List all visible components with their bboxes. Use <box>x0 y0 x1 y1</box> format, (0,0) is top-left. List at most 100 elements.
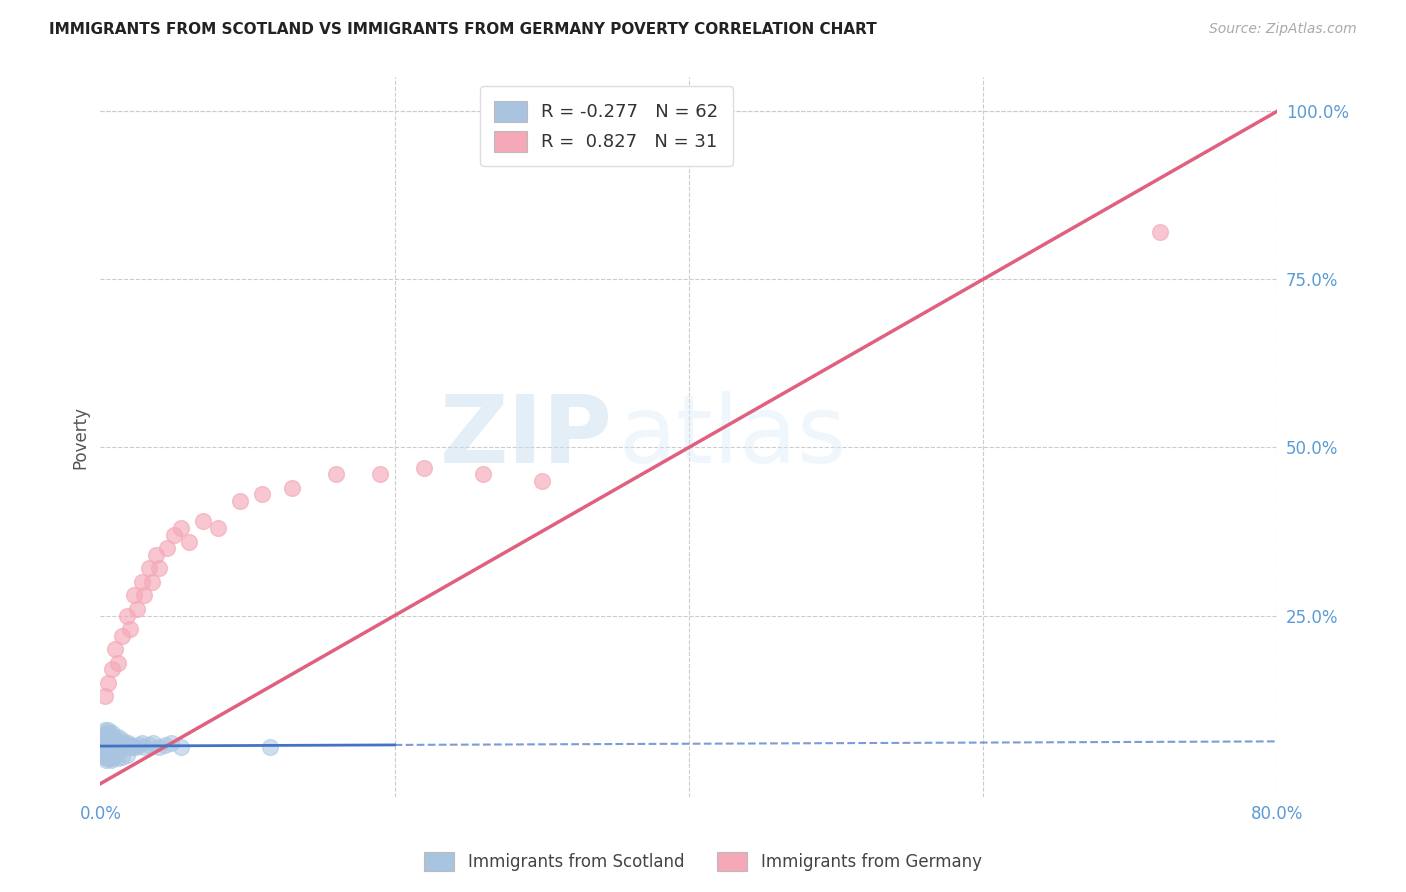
Point <box>104 733 127 747</box>
Point <box>1149 225 1171 239</box>
Point <box>163 528 186 542</box>
Point <box>142 736 165 750</box>
Legend: Immigrants from Scotland, Immigrants from Germany: Immigrants from Scotland, Immigrants fro… <box>416 843 990 880</box>
Point <box>107 730 129 744</box>
Point <box>97 723 120 737</box>
Point <box>104 642 127 657</box>
Point <box>103 749 125 764</box>
Point <box>98 749 121 764</box>
Point <box>120 738 142 752</box>
Point <box>170 739 193 754</box>
Point <box>94 723 117 737</box>
Point <box>97 751 120 765</box>
Point <box>115 738 138 752</box>
Point <box>94 749 117 764</box>
Legend: R = -0.277   N = 62, R =  0.827   N = 31: R = -0.277 N = 62, R = 0.827 N = 31 <box>479 87 733 166</box>
Point <box>105 739 128 754</box>
Point <box>100 753 122 767</box>
Point <box>97 730 120 744</box>
Point <box>127 602 149 616</box>
Point <box>229 494 252 508</box>
Point <box>101 733 124 747</box>
Point <box>94 730 117 744</box>
Point <box>155 541 177 556</box>
Point <box>94 749 117 764</box>
Text: IMMIGRANTS FROM SCOTLAND VS IMMIGRANTS FROM GERMANY POVERTY CORRELATION CHART: IMMIGRANTS FROM SCOTLAND VS IMMIGRANTS F… <box>49 22 877 37</box>
Point <box>259 739 281 754</box>
Point <box>97 736 120 750</box>
Point <box>115 748 138 763</box>
Point <box>96 743 118 757</box>
Point <box>153 738 176 752</box>
Text: atlas: atlas <box>619 392 846 483</box>
Point <box>111 629 134 643</box>
Point <box>107 656 129 670</box>
Point <box>114 739 136 754</box>
Point <box>97 675 120 690</box>
Point <box>121 739 143 754</box>
Point <box>101 726 124 740</box>
Point <box>100 736 122 750</box>
Point <box>368 467 391 482</box>
Point <box>148 739 170 754</box>
Point <box>118 622 141 636</box>
Point <box>193 514 215 528</box>
Point <box>101 743 124 757</box>
Point <box>134 588 156 602</box>
Point <box>91 747 114 761</box>
Point <box>122 588 145 602</box>
Point <box>103 739 125 754</box>
Point <box>134 739 156 754</box>
Point <box>98 743 121 757</box>
Point <box>325 467 347 482</box>
Point <box>115 608 138 623</box>
Point <box>96 733 118 747</box>
Point <box>207 521 229 535</box>
Point <box>91 736 114 750</box>
Point <box>111 749 134 764</box>
Point <box>141 574 163 589</box>
Point <box>108 736 131 750</box>
Point <box>100 730 122 744</box>
Point <box>145 548 167 562</box>
Point <box>98 733 121 747</box>
Point <box>97 747 120 761</box>
Point <box>117 736 139 750</box>
Text: Source: ZipAtlas.com: Source: ZipAtlas.com <box>1209 22 1357 37</box>
Point <box>131 736 153 750</box>
Point <box>107 751 129 765</box>
Point <box>177 534 200 549</box>
Point <box>96 753 118 767</box>
Text: ZIP: ZIP <box>440 392 613 483</box>
Point <box>138 561 160 575</box>
Point <box>280 481 302 495</box>
Point <box>160 736 183 750</box>
Point <box>170 521 193 535</box>
Point <box>103 730 125 744</box>
Point <box>94 690 117 704</box>
Point <box>98 726 121 740</box>
Point <box>100 739 122 754</box>
Point <box>104 743 127 757</box>
Point <box>118 739 141 754</box>
Point <box>105 736 128 750</box>
Point <box>112 736 135 750</box>
Point <box>131 574 153 589</box>
Point <box>530 474 553 488</box>
Point <box>124 739 146 754</box>
Point <box>101 662 124 676</box>
Point <box>96 739 118 754</box>
Point <box>138 738 160 752</box>
Point <box>413 460 436 475</box>
Y-axis label: Poverty: Poverty <box>72 406 89 469</box>
Point <box>104 748 127 763</box>
Point <box>96 726 118 740</box>
Point <box>148 561 170 575</box>
Point <box>111 733 134 747</box>
Point <box>128 738 150 752</box>
Point <box>90 743 112 757</box>
Point <box>250 487 273 501</box>
Point <box>471 467 494 482</box>
Point <box>101 751 124 765</box>
Point <box>110 739 132 754</box>
